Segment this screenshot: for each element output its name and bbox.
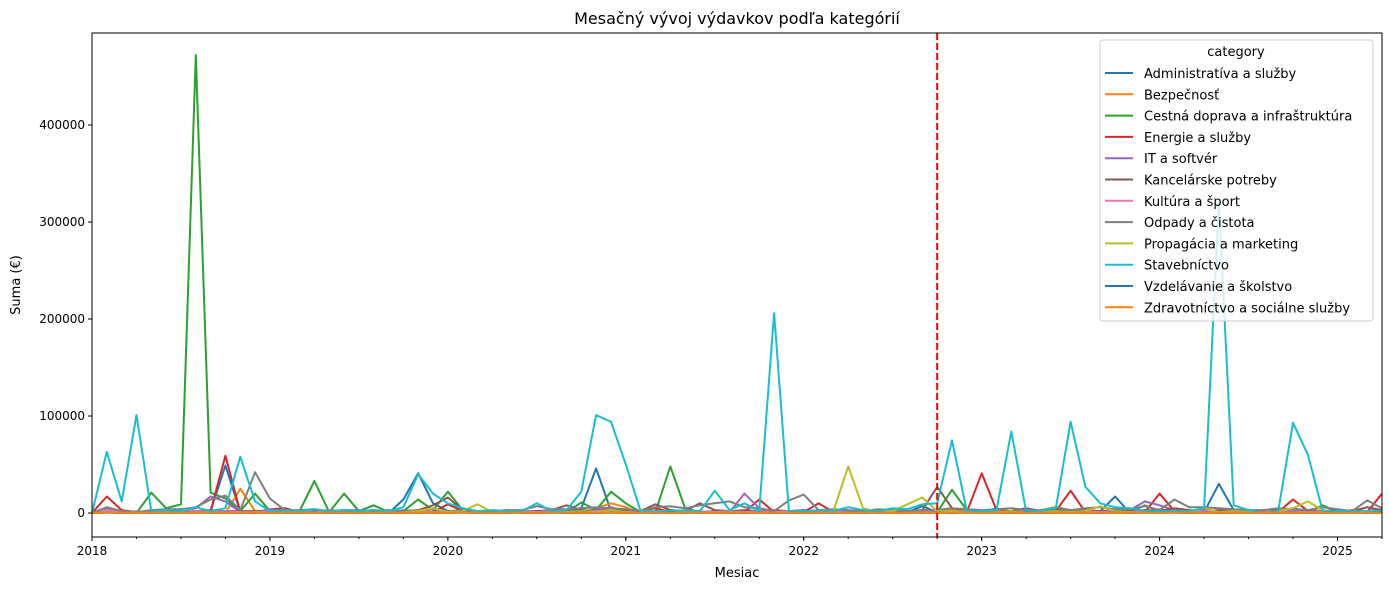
legend-item: Vzdelávanie a školstvo — [1105, 280, 1292, 295]
legend-item: Bezpečnosť — [1105, 88, 1219, 103]
chart-title: Mesačný vývoj výdavkov podľa kategórií — [574, 9, 900, 28]
y-tick-label: 200000 — [39, 312, 85, 326]
legend-label: IT a softvér — [1144, 152, 1218, 167]
legend-item: Stavebníctvo — [1105, 259, 1229, 274]
legend-label: Cestná doprava a infraštruktúra — [1144, 110, 1352, 125]
legend-item: Odpady a čistota — [1105, 216, 1255, 231]
legend-item: Kancelárske potreby — [1105, 174, 1277, 189]
x-tick-label: 2021 — [611, 544, 642, 558]
series-layer — [92, 54, 1382, 514]
legend-label: Propagácia a marketing — [1144, 237, 1298, 252]
legend-item: Cestná doprava a infraštruktúra — [1105, 110, 1352, 125]
legend-label: Bezpečnosť — [1144, 88, 1219, 103]
legend-label: Vzdelávanie a školstvo — [1144, 280, 1292, 295]
legend-label: Kancelárske potreby — [1144, 174, 1277, 189]
x-axis: 2018 2019 2020 2021 2022 2023 2024 2025 — [77, 537, 1383, 558]
y-tick-label: 100000 — [39, 409, 85, 423]
x-tick-label: 2022 — [788, 544, 819, 558]
legend-item: Kultúra a šport — [1105, 195, 1240, 210]
y-tick-label: 0 — [77, 506, 85, 520]
legend-item: Administratíva a služby — [1105, 67, 1297, 82]
x-tick-label: 2018 — [77, 544, 108, 558]
y-tick-label: 300000 — [39, 215, 85, 229]
legend-label: Energie a služby — [1144, 131, 1251, 146]
legend-label: Zdravotníctvo a sociálne služby — [1144, 301, 1350, 316]
legend-item: Propagácia a marketing — [1105, 237, 1298, 252]
y-axis-label: Suma (€) — [9, 255, 24, 315]
legend-label: Stavebníctvo — [1144, 259, 1229, 274]
series-line-9 — [92, 201, 1382, 514]
legend-item: Zdravotníctvo a sociálne služby — [1105, 301, 1350, 316]
y-axis: 0 100000 200000 300000 400000 — [39, 118, 92, 520]
legend-title: category — [1207, 45, 1265, 60]
legend-box — [1099, 39, 1374, 322]
legend: category Administratíva a služby Bezpečno… — [1099, 39, 1374, 322]
x-axis-label: Mesiac — [715, 566, 760, 581]
x-tick-label: 2023 — [966, 544, 997, 558]
legend-item: IT a softvér — [1105, 152, 1218, 167]
legend-item: Energie a služby — [1105, 131, 1251, 146]
legend-label: Kultúra a šport — [1144, 195, 1240, 210]
legend-label: Odpady a čistota — [1144, 216, 1255, 231]
x-tick-label: 2020 — [433, 544, 464, 558]
x-tick-label: 2024 — [1144, 544, 1175, 558]
x-tick-label: 2019 — [255, 544, 286, 558]
y-tick-label: 400000 — [39, 118, 85, 132]
x-tick-label: 2025 — [1322, 544, 1353, 558]
legend-label: Administratíva a služby — [1144, 67, 1297, 82]
plot-frame — [91, 32, 1383, 538]
